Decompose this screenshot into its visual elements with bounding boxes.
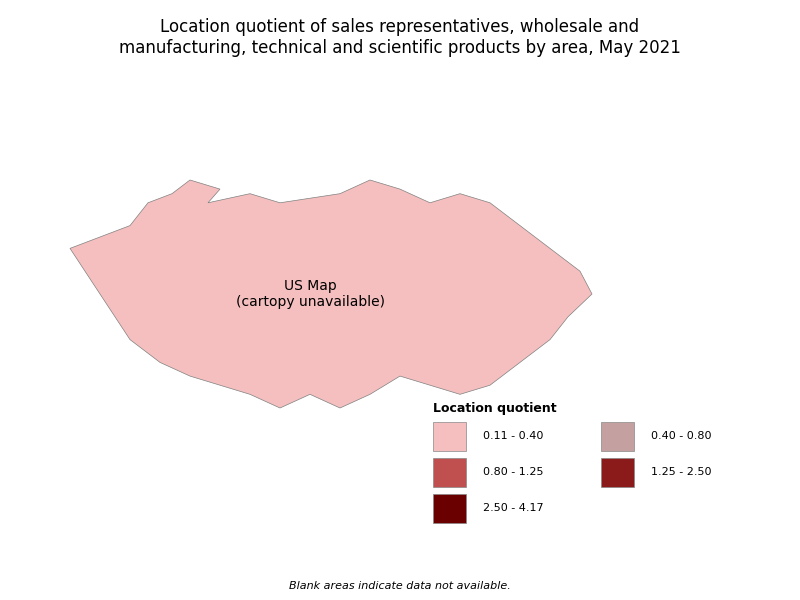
Bar	[433, 458, 466, 487]
Text: 1.25 - 2.50: 1.25 - 2.50	[651, 467, 712, 478]
Text: 0.11 - 0.40: 0.11 - 0.40	[483, 431, 543, 442]
Bar	[433, 494, 466, 523]
Polygon shape	[70, 180, 592, 408]
Bar	[433, 422, 466, 451]
Text: 0.40 - 0.80: 0.40 - 0.80	[651, 431, 712, 442]
Text: Location quotient: Location quotient	[433, 402, 557, 415]
Text: US Map
(cartopy unavailable): US Map (cartopy unavailable)	[235, 279, 385, 309]
Text: 0.80 - 1.25: 0.80 - 1.25	[483, 467, 544, 478]
Text: Blank areas indicate data not available.: Blank areas indicate data not available.	[289, 581, 511, 591]
Text: 2.50 - 4.17: 2.50 - 4.17	[483, 503, 544, 514]
Bar	[601, 422, 634, 451]
Bar	[601, 458, 634, 487]
Text: Location quotient of sales representatives, wholesale and
manufacturing, technic: Location quotient of sales representativ…	[119, 18, 681, 57]
